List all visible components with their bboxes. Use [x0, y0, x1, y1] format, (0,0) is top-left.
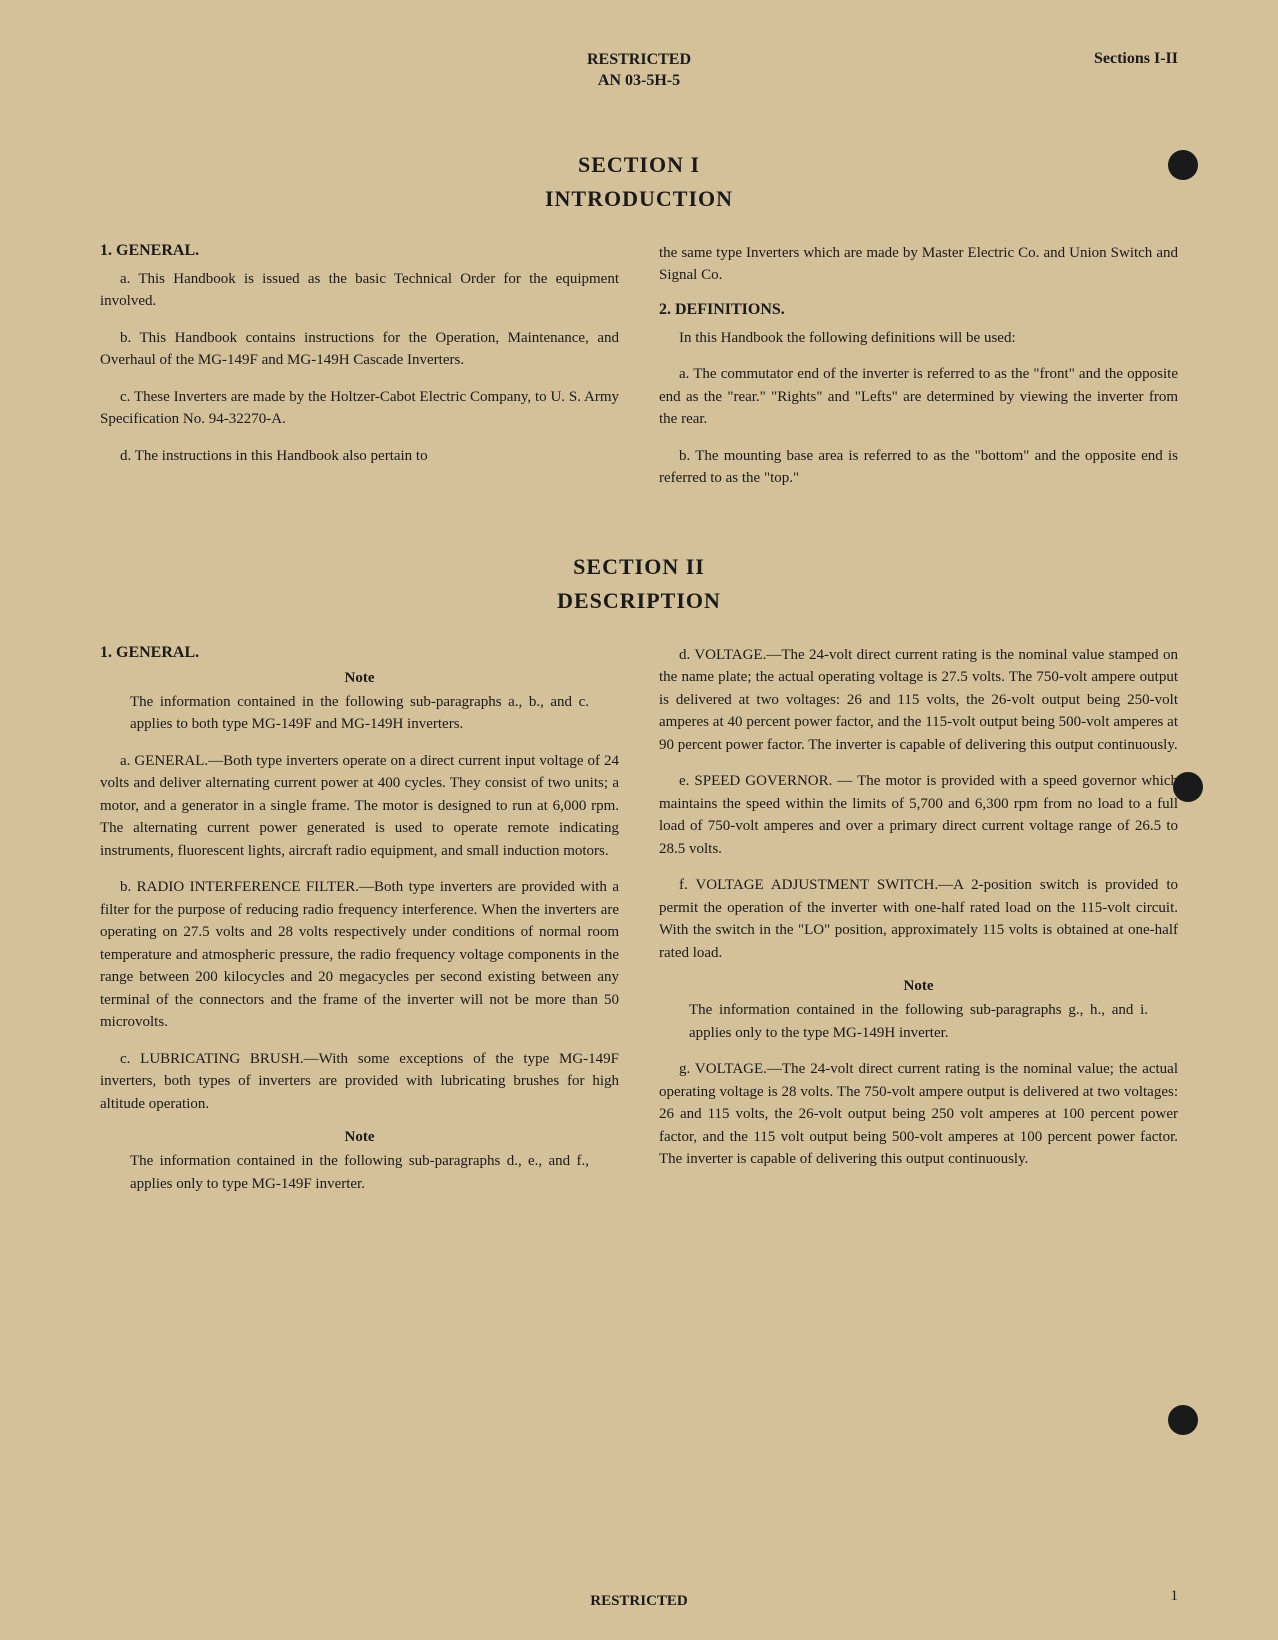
general-heading: 1. GENERAL.: [100, 242, 619, 260]
para-s2-a: a. GENERAL.—Both type inverters operate …: [100, 750, 619, 863]
note2-heading: Note: [100, 1129, 619, 1146]
section2-content: 1. GENERAL. Note The information contain…: [100, 644, 1178, 1210]
para-2a: a. The commutator end of the inverter is…: [659, 363, 1178, 431]
para-1c: c. These Inverters are made by the Holtz…: [100, 386, 619, 431]
general2-heading: 1. GENERAL.: [100, 644, 619, 662]
section1-left-column: 1. GENERAL. a. This Handbook is issued a…: [100, 242, 619, 504]
para-s2-g: g. VOLTAGE.—The 24-volt direct current r…: [659, 1058, 1178, 1171]
section1-right-column: the same type Inverters which are made b…: [659, 242, 1178, 504]
section1-title: SECTION I: [100, 152, 1178, 178]
header-doc-number: AN 03-5H-5: [587, 71, 691, 92]
para-s2-c: c. LUBRICATING BRUSH.—With some exceptio…: [100, 1048, 619, 1116]
section2-subtitle: DESCRIPTION: [100, 588, 1178, 614]
para-1d-cont: the same type Inverters which are made b…: [659, 242, 1178, 287]
para-1b: b. This Handbook contains instructions f…: [100, 327, 619, 372]
note3-text: The information contained in the followi…: [659, 999, 1178, 1044]
page-number: 1: [1171, 1588, 1179, 1605]
section2-title: SECTION II: [100, 554, 1178, 580]
section1-content: 1. GENERAL. a. This Handbook is issued a…: [100, 242, 1178, 504]
note3-heading: Note: [659, 978, 1178, 995]
para-s2-f: f. VOLTAGE ADJUSTMENT SWITCH.—A 2-positi…: [659, 874, 1178, 964]
note2-text: The information contained in the followi…: [100, 1150, 619, 1195]
section2-right-column: d. VOLTAGE.—The 24-volt direct current r…: [659, 644, 1178, 1210]
para-s2-d: d. VOLTAGE.—The 24-volt direct current r…: [659, 644, 1178, 757]
para-def-intro: In this Handbook the following definitio…: [659, 327, 1178, 350]
header-restricted: RESTRICTED: [587, 50, 691, 71]
section2-left-column: 1. GENERAL. Note The information contain…: [100, 644, 619, 1210]
punch-hole: [1168, 1405, 1198, 1435]
header-center: RESTRICTED AN 03-5H-5: [587, 50, 691, 92]
para-2b: b. The mounting base area is referred to…: [659, 445, 1178, 490]
para-s2-e: e. SPEED GOVERNOR. — The motor is provid…: [659, 770, 1178, 860]
para-1a: a. This Handbook is issued as the basic …: [100, 268, 619, 313]
punch-hole: [1168, 150, 1198, 180]
note1-heading: Note: [100, 670, 619, 687]
punch-hole: [1173, 772, 1203, 802]
note1-text: The information contained in the followi…: [100, 691, 619, 736]
page-header: RESTRICTED AN 03-5H-5 Sections I-II: [100, 50, 1178, 92]
section1-subtitle: INTRODUCTION: [100, 186, 1178, 212]
para-1d: d. The instructions in this Handbook als…: [100, 445, 619, 468]
header-sections: Sections I-II: [1094, 50, 1178, 68]
para-s2-b: b. RADIO INTERFERENCE FILTER.—Both type …: [100, 876, 619, 1034]
footer-restricted: RESTRICTED: [0, 1593, 1278, 1610]
definitions-heading: 2. DEFINITIONS.: [659, 301, 1178, 319]
